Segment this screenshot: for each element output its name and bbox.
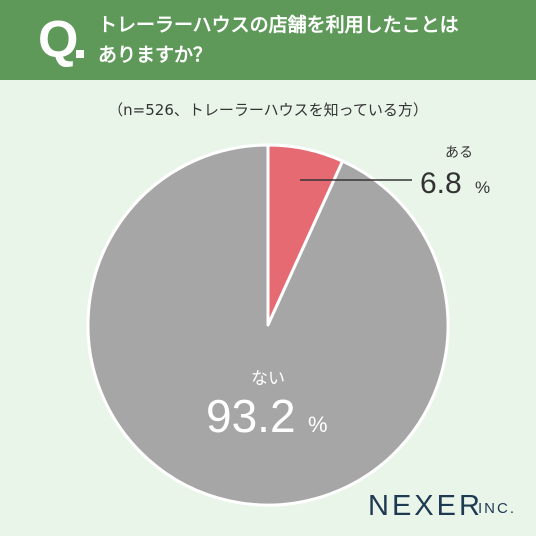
question-header: Q トレーラーハウスの店舗を利用したことは ありますか？ xyxy=(0,0,536,80)
question-mark-dot xyxy=(76,50,84,58)
question-mark: Q xyxy=(38,11,79,69)
slice-unit-0: % xyxy=(475,178,490,197)
slice-value-0: 6.8 xyxy=(420,167,462,200)
question-text-line1: トレーラーハウスの店舗を利用したことは xyxy=(98,14,459,36)
question-text-line2: ありますか？ xyxy=(98,44,213,66)
nexer-logo-suffix: INC. xyxy=(478,500,516,517)
slice-value-1: 93.2 xyxy=(206,390,296,442)
slice-label-0: ある xyxy=(445,145,473,161)
slice-unit-1: % xyxy=(308,412,328,437)
nexer-logo: NEXER xyxy=(368,490,483,522)
slice-label-1: ない xyxy=(251,369,285,389)
chart-subtitle: （n=526、トレーラーハウスを知っている方） xyxy=(108,101,428,119)
pie-slice-1 xyxy=(86,143,450,507)
